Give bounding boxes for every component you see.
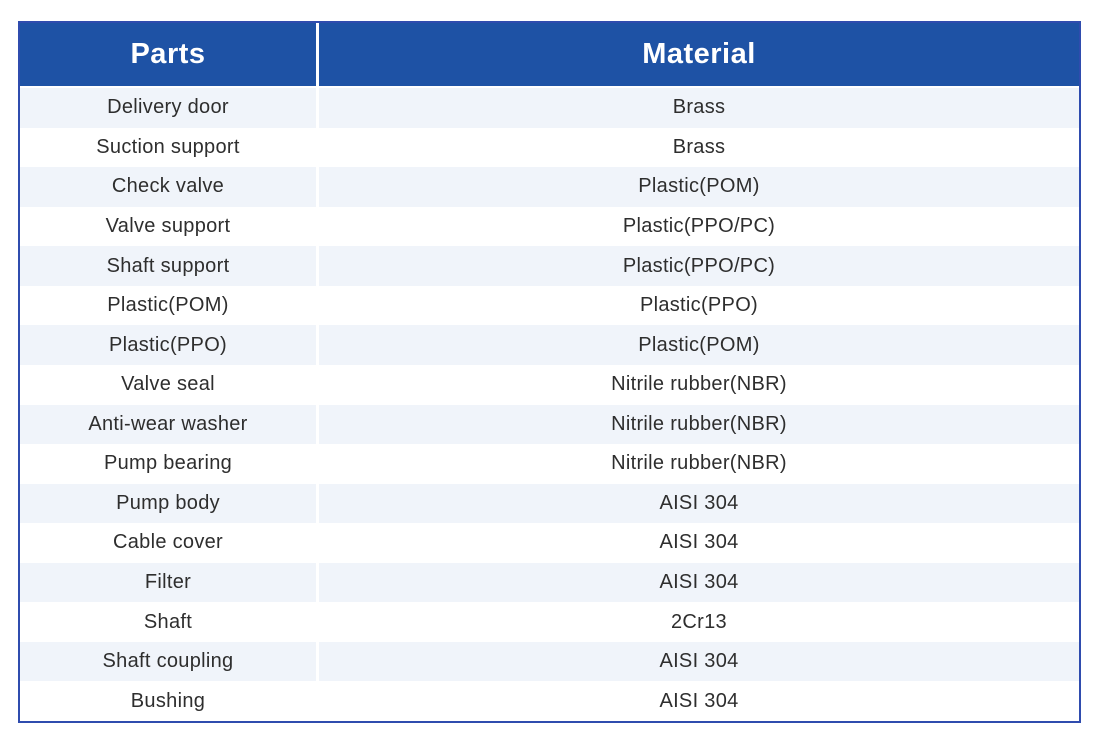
table-row: Pump body AISI 304 [20, 483, 1079, 524]
part-cell: Plastic(POM) [20, 285, 319, 326]
table-header-row: Parts Material [20, 23, 1079, 88]
parts-material-table: Parts Material Delivery door Brass Sucti… [18, 21, 1081, 723]
header-parts: Parts [20, 23, 319, 86]
material-cell: Plastic(PPO/PC) [622, 214, 776, 237]
table-row: Check valve Plastic(POM) [20, 167, 1079, 207]
table-row: Valve seal Nitrile rubber(NBR) [20, 364, 1079, 405]
material-cell: Nitrile rubber(NBR) [611, 412, 787, 435]
material-cell: Plastic(PPO) [639, 294, 759, 317]
table-row: Delivery door Brass [20, 88, 1079, 128]
material-cell: AISI 304 [659, 491, 739, 514]
part-cell: Shaft [20, 602, 319, 642]
table-row: Bushing AISI 304 [20, 681, 1079, 721]
table-row: Suction support Brass [20, 127, 1079, 168]
material-cell: Plastic(POM) [638, 175, 760, 198]
material-cell: Brass [672, 96, 726, 119]
material-cell: Plastic(POM) [638, 333, 760, 356]
table-row: Shaft 2Cr13 [20, 602, 1079, 642]
material-cell: Plastic(PPO/PC) [622, 254, 776, 277]
table-row: Anti-wear washer Nitrile rubber(NBR) [20, 404, 1079, 445]
table-row: Plastic(PPO) Plastic(POM) [20, 325, 1079, 365]
part-cell: Bushing [20, 681, 319, 721]
header-material: Material [642, 38, 756, 70]
material-cell: Nitrile rubber(NBR) [611, 373, 787, 396]
table-row: Shaft support Plastic(PPO/PC) [20, 246, 1079, 286]
table-row: Shaft coupling AISI 304 [20, 641, 1079, 682]
part-cell: Shaft support [20, 246, 319, 286]
material-cell: AISI 304 [659, 531, 739, 554]
part-cell: Valve support [20, 206, 319, 247]
part-cell: Shaft coupling [20, 641, 319, 682]
material-cell: AISI 304 [659, 571, 739, 594]
part-cell: Suction support [20, 127, 319, 168]
part-cell: Pump bearing [20, 444, 319, 484]
material-cell: Brass [672, 135, 726, 158]
material-cell: AISI 304 [659, 689, 739, 712]
material-cell: AISI 304 [659, 650, 739, 673]
part-cell: Plastic(PPO) [20, 325, 319, 365]
part-cell: Pump body [20, 483, 319, 524]
part-cell: Cable cover [20, 523, 319, 563]
table-row: Plastic(POM) Plastic(PPO) [20, 285, 1079, 326]
part-cell: Anti-wear washer [20, 404, 319, 445]
table-row: Cable cover AISI 304 [20, 523, 1079, 563]
table-row: Pump bearing Nitrile rubber(NBR) [20, 444, 1079, 484]
material-cell: 2Cr13 [671, 610, 727, 633]
table-row: Valve support Plastic(PPO/PC) [20, 206, 1079, 247]
part-cell: Check valve [20, 167, 319, 207]
material-cell: Nitrile rubber(NBR) [611, 452, 787, 475]
part-cell: Delivery door [20, 88, 319, 128]
part-cell: Filter [20, 562, 319, 603]
table-row: Filter AISI 304 [20, 562, 1079, 603]
part-cell: Valve seal [20, 364, 319, 405]
